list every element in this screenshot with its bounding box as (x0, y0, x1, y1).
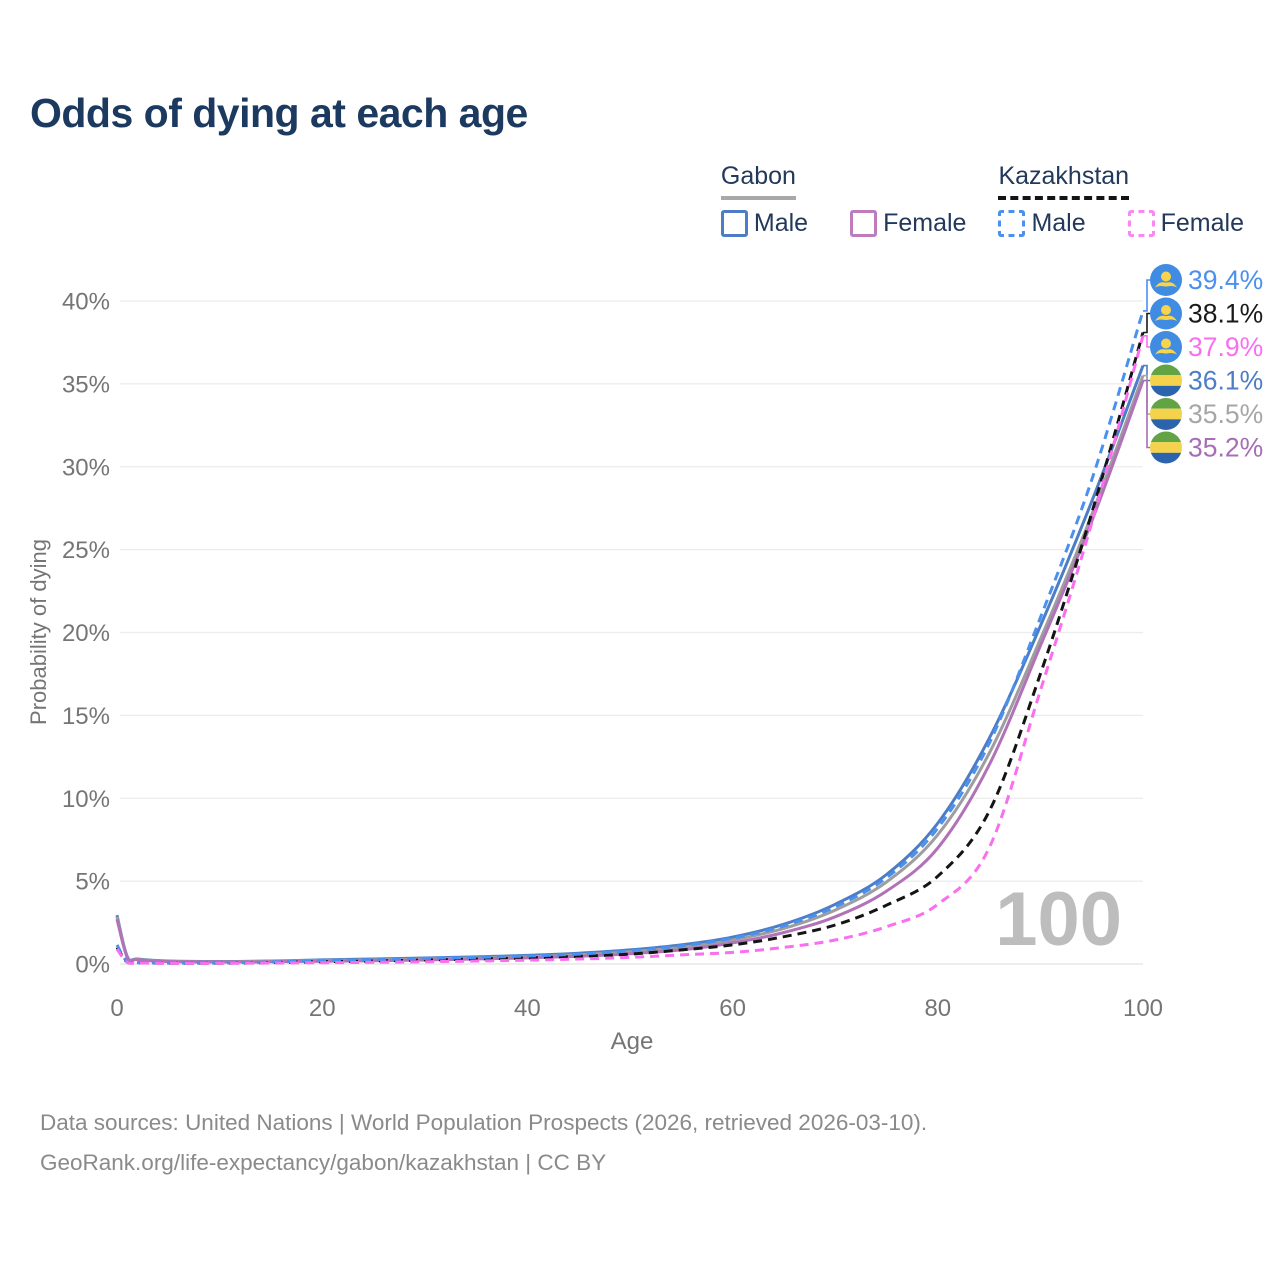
series-line-gabon-male (115, 365, 1145, 963)
legend-item-kazakhstan-female[interactable]: Female (1127, 209, 1244, 238)
x-axis-title: Age (611, 1028, 654, 1055)
series-line-gabon-female (115, 380, 1145, 964)
legend-group-gabon: Gabon Male Female (720, 162, 966, 238)
end-label-connector (1143, 279, 1151, 312)
kazakhstan-female-swatch-icon (1127, 210, 1155, 237)
kazakhstan-flag-icon (1150, 331, 1182, 363)
end-label-connector (1143, 364, 1151, 382)
y-axis-title: Probability of dying (26, 539, 51, 725)
axis-layer: 0% 5% 10% 15% 20% 25% 30% 35% 40% 0 20 40 60 80 100 Age… (26, 289, 1163, 1056)
x-tick-label: 60 (719, 995, 746, 1022)
x-tick-label: 40 (514, 995, 541, 1022)
footer: Data sources: United Nations | World Pop… (40, 1103, 927, 1183)
y-tick-label: 35% (62, 371, 110, 398)
series-line-kazakhstan-female (115, 335, 1145, 965)
series-line-gabon-both (115, 375, 1145, 964)
legend-item-gabon-male[interactable]: Male (720, 209, 809, 238)
legend-items-kazakhstan: Male Female (998, 209, 1244, 238)
kazakhstan-male-swatch-icon (998, 210, 1026, 237)
end-label-value: 35.5% (1188, 399, 1263, 429)
series-line-kazakhstan-male (115, 310, 1145, 965)
x-tick-label: 20 (309, 995, 336, 1022)
legend-group-kazakhstan: Kazakhstan Male Female (998, 162, 1244, 238)
end-label-connector (1143, 379, 1151, 449)
gabon-flag-icon (1150, 431, 1182, 464)
y-tick-label: 40% (62, 289, 110, 316)
legend-header-gabon-label: Gabon (720, 162, 796, 200)
gabon-female-swatch-icon (850, 210, 878, 237)
legend-header-gabon[interactable]: Gabon (720, 162, 796, 200)
legend-item-gabon-female[interactable]: Female (850, 209, 966, 238)
end-label-value: 39.4% (1188, 265, 1263, 295)
gabon-flag-icon (1150, 364, 1182, 397)
y-tick-label: 5% (75, 869, 110, 896)
end-label-layer: 39.4% 38.1%37.9% 36.1%35.5% 35.2% (1143, 264, 1263, 464)
legend-items-gabon: Male Female (720, 209, 966, 238)
chart-legend: Gabon Male Female Kazakhstan Male Female (720, 162, 1244, 238)
end-label-value: 38.1% (1188, 299, 1263, 329)
series-layer (115, 310, 1145, 965)
hover-age-value: 100 (995, 877, 1122, 962)
y-tick-label: 30% (62, 454, 110, 481)
end-label-connector (1143, 312, 1151, 334)
y-tick-label: 0% (75, 952, 110, 979)
footer-datasource-line: Data sources: United Nations | World Pop… (40, 1110, 928, 1135)
kazakhstan-flag-icon (1150, 297, 1182, 330)
legend-item-kazakhstan-male[interactable]: Male (998, 209, 1086, 238)
legend-item-kazakhstan-female-label: Female (1160, 209, 1244, 237)
x-tick-label: 0 (110, 995, 123, 1022)
legend-header-kazakhstan[interactable]: Kazakhstan (998, 162, 1130, 200)
legend-item-kazakhstan-male-label: Male (1031, 209, 1086, 237)
x-tick-label: 80 (924, 995, 951, 1022)
end-label-value: 36.1% (1188, 366, 1263, 396)
y-tick-label: 15% (62, 703, 110, 730)
kazakhstan-flag-icon (1150, 264, 1182, 296)
hover-age-watermark: 100 (995, 877, 1122, 962)
legend-item-gabon-male-label: Male (753, 209, 809, 237)
end-label-connector (1143, 335, 1151, 348)
page-title: Odds of dying at each age (30, 90, 528, 136)
legend-header-kazakhstan-label: Kazakhstan (998, 162, 1130, 200)
grid-layer (120, 300, 1143, 965)
legend-item-gabon-female-label: Female (883, 209, 967, 237)
y-tick-label: 25% (62, 537, 110, 564)
x-tick-label: 100 (1123, 995, 1163, 1022)
gabon-male-swatch-icon (720, 210, 748, 237)
y-tick-label: 10% (62, 786, 110, 813)
footer-attribution-line: GeoRank.org/life-expectancy/gabon/kazakh… (40, 1150, 607, 1175)
end-label-value: 37.9% (1188, 332, 1263, 362)
end-label-value: 35.2% (1188, 433, 1263, 463)
series-line-kazakhstan-both (115, 332, 1145, 965)
gabon-flag-icon (1150, 398, 1182, 430)
y-tick-label: 20% (62, 620, 110, 647)
